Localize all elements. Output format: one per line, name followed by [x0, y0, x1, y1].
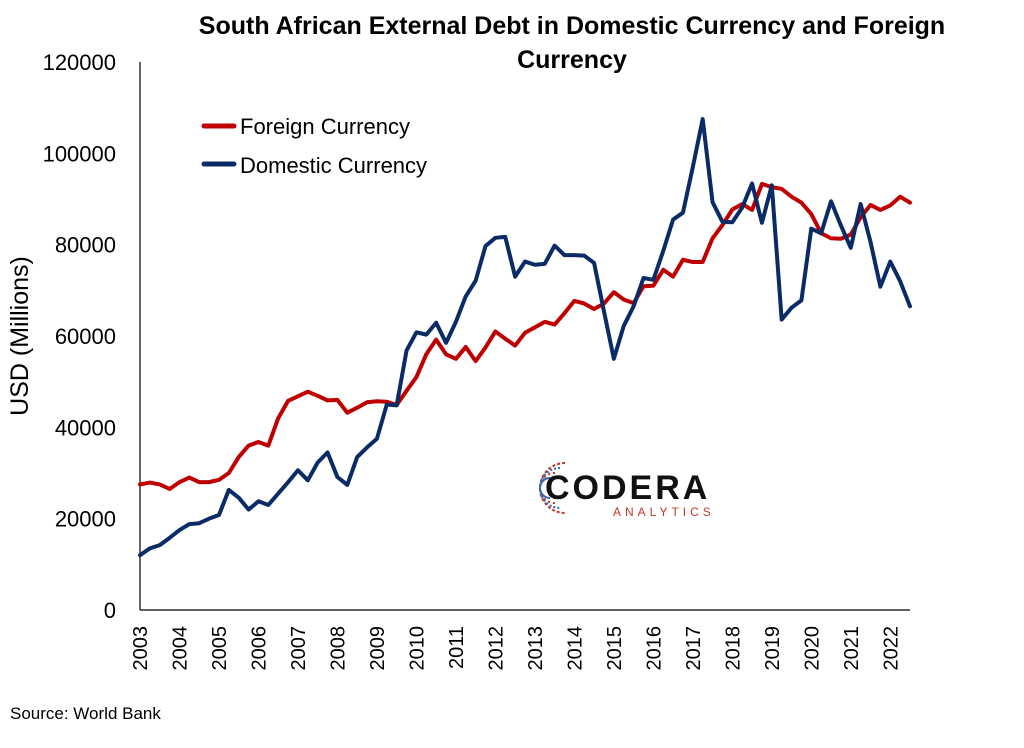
y-axis-ticks: 0 20000 40000 60000 80000 100000 120000 — [43, 50, 116, 623]
logo-subtitle: ANALYTICS — [613, 505, 715, 519]
x-tick-label: 2017 — [683, 626, 705, 671]
x-tick-label: 2008 — [327, 626, 349, 671]
y-tick-label: 100000 — [43, 141, 116, 166]
chart-title: South African External Debt in Domestic … — [199, 12, 945, 74]
logo-mark-icon — [539, 462, 566, 514]
x-tick-label: 2004 — [169, 626, 191, 671]
x-tick-label: 2009 — [367, 626, 389, 671]
series-line-foreign-currency — [138, 181, 912, 491]
codera-logo: CODERA ANALYTICS — [539, 462, 715, 519]
source-note: Source: World Bank — [10, 704, 161, 723]
series-line-domestic-currency — [138, 117, 912, 558]
y-tick-label: 60000 — [55, 324, 116, 349]
y-tick-label: 0 — [104, 598, 116, 623]
x-tick-label: 2003 — [130, 626, 152, 671]
x-tick-label: 2013 — [525, 626, 547, 671]
x-tick-label: 2016 — [643, 626, 665, 671]
x-tick-label: 2005 — [209, 626, 231, 671]
x-tick-label: 2020 — [801, 626, 823, 671]
x-tick-label: 2014 — [564, 626, 586, 671]
y-tick-label: 120000 — [43, 50, 116, 75]
x-tick-label: 2021 — [841, 626, 863, 671]
x-tick-label: 2022 — [880, 626, 902, 671]
y-axis-title: USD (Millions) — [6, 256, 34, 416]
x-tick-label: 2015 — [604, 626, 626, 671]
chart-title-line-2: Currency — [517, 46, 627, 74]
legend-label-domestic: Domestic Currency — [240, 153, 427, 178]
x-tick-label: 2010 — [406, 626, 428, 671]
x-tick-label: 2012 — [485, 626, 507, 671]
x-axis-ticks: 2003 2004 2005 2006 2007 2008 2009 2010 2011 2012… — [130, 626, 902, 671]
chart-title-line-1: South African External Debt in Domestic … — [199, 12, 945, 40]
x-tick-label: 2006 — [248, 626, 270, 671]
x-tick-label: 2018 — [722, 626, 744, 671]
y-tick-label: 80000 — [55, 233, 116, 258]
logo-name: CODERA — [545, 469, 710, 507]
x-tick-label: 2019 — [762, 626, 784, 671]
y-tick-label: 40000 — [55, 415, 116, 440]
series-lines — [138, 117, 912, 558]
x-tick-label: 2011 — [446, 626, 468, 669]
y-tick-label: 20000 — [55, 507, 116, 532]
legend: Foreign Currency Domestic Currency — [201, 114, 427, 178]
legend-label-foreign: Foreign Currency — [240, 114, 410, 139]
x-tick-label: 2007 — [288, 626, 310, 671]
